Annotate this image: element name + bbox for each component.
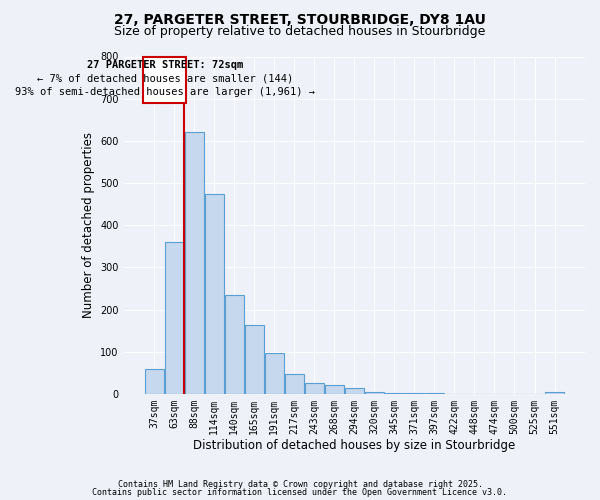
Text: 27 PARGETER STREET: 72sqm: 27 PARGETER STREET: 72sqm (86, 60, 243, 70)
Text: ← 7% of detached houses are smaller (144): ← 7% of detached houses are smaller (144… (37, 74, 293, 84)
Bar (345, 388, 364, 394)
Bar (285, 374, 304, 394)
FancyBboxPatch shape (143, 56, 186, 103)
Text: 93% of semi-detached houses are larger (1,961) →: 93% of semi-detached houses are larger (… (14, 87, 314, 97)
Bar (365, 392, 384, 394)
Bar (205, 194, 224, 394)
Text: Contains public sector information licensed under the Open Government Licence v3: Contains public sector information licen… (92, 488, 508, 497)
Bar (265, 352, 284, 394)
Bar (325, 386, 344, 394)
Bar (385, 393, 404, 394)
Text: Contains HM Land Registry data © Crown copyright and database right 2025.: Contains HM Land Registry data © Crown c… (118, 480, 482, 489)
Bar (185, 132, 204, 394)
Bar (145, 368, 164, 394)
Bar (164, 242, 184, 394)
Y-axis label: Number of detached properties: Number of detached properties (82, 132, 95, 318)
Text: Size of property relative to detached houses in Stourbridge: Size of property relative to detached ho… (115, 25, 485, 38)
Bar (245, 325, 264, 394)
Bar (305, 384, 324, 394)
Text: 27, PARGETER STREET, STOURBRIDGE, DY8 1AU: 27, PARGETER STREET, STOURBRIDGE, DY8 1A… (114, 12, 486, 26)
Bar (225, 294, 244, 394)
Bar (545, 392, 564, 394)
X-axis label: Distribution of detached houses by size in Stourbridge: Distribution of detached houses by size … (193, 440, 515, 452)
